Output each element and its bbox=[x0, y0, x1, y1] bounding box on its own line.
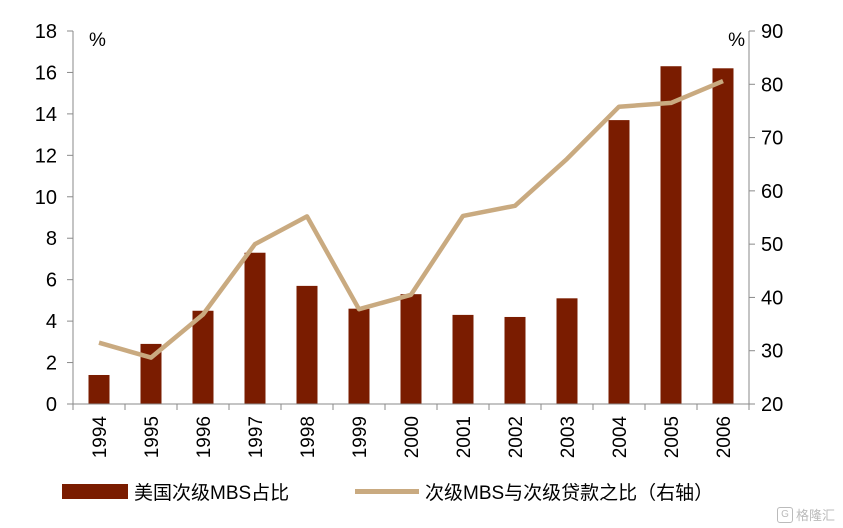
x-tick-label-2003: 2003 bbox=[558, 416, 579, 458]
bar-2004 bbox=[608, 120, 630, 404]
bar-2001 bbox=[452, 314, 474, 404]
legend-item-bar: 美国次级MBS占比 bbox=[62, 478, 289, 505]
series-line bbox=[98, 79, 724, 360]
x-tick-label-1999: 1999 bbox=[350, 416, 371, 458]
watermark-text: 格隆汇 bbox=[795, 508, 835, 523]
left-tick-label-6: 6 bbox=[46, 270, 57, 292]
right-tick-label-70: 70 bbox=[761, 128, 783, 150]
x-tick-label-1997: 1997 bbox=[246, 416, 267, 458]
right-tick-label-90: 90 bbox=[761, 21, 783, 43]
x-tick-label-2004: 2004 bbox=[610, 416, 631, 459]
left-tick-label-0: 0 bbox=[46, 394, 57, 416]
legend-bar-label: 美国次级MBS占比 bbox=[134, 483, 290, 504]
x-tick-label-2006: 2006 bbox=[714, 416, 735, 458]
right-tick-label-40: 40 bbox=[761, 287, 783, 309]
right-tick-label-50: 50 bbox=[761, 234, 783, 256]
bar-2005 bbox=[660, 66, 682, 404]
x-tick-label-2002: 2002 bbox=[506, 416, 527, 458]
watermark: G 格隆汇 bbox=[776, 505, 835, 524]
right-unit-label: % bbox=[728, 30, 745, 51]
bar-1995 bbox=[140, 343, 162, 404]
bar-2003 bbox=[556, 298, 578, 404]
left-tick-label-14: 14 bbox=[35, 104, 57, 126]
left-tick-label-10: 10 bbox=[35, 187, 57, 209]
left-unit-label: % bbox=[89, 30, 106, 51]
x-tick-label-2001: 2001 bbox=[454, 416, 475, 458]
bar-1994 bbox=[88, 374, 110, 404]
x-tick-label-1994: 1994 bbox=[90, 416, 111, 459]
bar-2006 bbox=[712, 68, 734, 405]
left-tick-label-12: 12 bbox=[35, 145, 57, 167]
bar-2000 bbox=[400, 294, 422, 404]
x-tick-label-1995: 1995 bbox=[142, 416, 163, 458]
right-tick-label-60: 60 bbox=[761, 181, 783, 203]
bar-1999 bbox=[348, 308, 370, 404]
watermark-logo-icon: G bbox=[776, 506, 793, 523]
right-tick-label-30: 30 bbox=[761, 341, 783, 363]
legend-line-swatch bbox=[355, 489, 419, 494]
right-tick-label-20: 20 bbox=[761, 394, 783, 416]
left-tick-label-18: 18 bbox=[35, 21, 57, 43]
x-tick-label-2000: 2000 bbox=[402, 416, 423, 458]
x-tick-label-2005: 2005 bbox=[662, 416, 683, 458]
left-tick-label-16: 16 bbox=[35, 62, 57, 84]
axes-layer: 0 2 4 6 8 10 12 14 16 18 20 30 40 50 60 70 80 90% % 1994 199… bbox=[35, 21, 784, 458]
legend-bar-swatch bbox=[62, 484, 128, 499]
chart-svg: 0 2 4 6 8 10 12 14 16 18 20 30 40 50 60 70 80 90% % 1994 199… bbox=[35, 21, 784, 458]
legend-line-label: 次级MBS与次级贷款之比（右轴） bbox=[425, 483, 714, 504]
legend: 美国次级MBS占比 次级MBS与次级贷款之比（右轴） bbox=[0, 478, 843, 508]
left-tick-label-8: 8 bbox=[46, 228, 57, 250]
bar-2002 bbox=[504, 316, 526, 404]
left-tick-label-2: 2 bbox=[46, 353, 57, 375]
left-tick-label-4: 4 bbox=[46, 311, 57, 333]
bars-layer bbox=[88, 66, 734, 405]
x-tick-label-1996: 1996 bbox=[194, 416, 215, 458]
right-tick-label-80: 80 bbox=[761, 74, 783, 96]
line-layer bbox=[98, 79, 724, 360]
bar-1998 bbox=[296, 285, 318, 404]
x-tick-label-1998: 1998 bbox=[298, 416, 319, 458]
legend-item-line: 次级MBS与次级贷款之比（右轴） bbox=[355, 478, 713, 505]
bar-1996 bbox=[192, 310, 214, 404]
bar-1997 bbox=[244, 252, 266, 404]
